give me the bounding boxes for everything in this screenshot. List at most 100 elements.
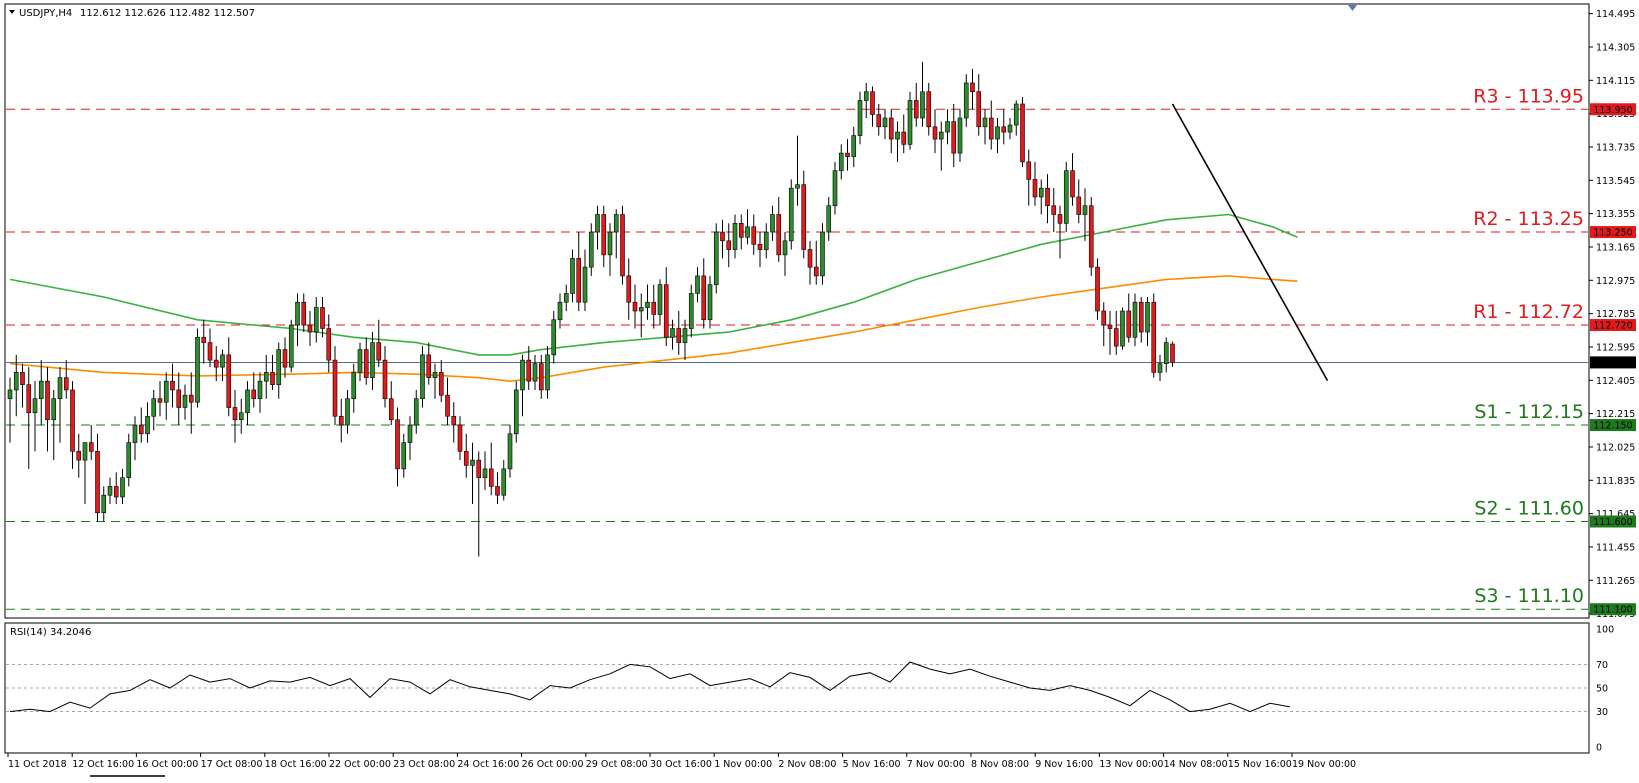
bear-candle	[226, 337, 232, 417]
bear-candle	[376, 319, 382, 368]
bull-candle	[832, 161, 838, 215]
time-tick-label: 5 Nov 16:00	[843, 759, 901, 770]
bull-candle	[957, 109, 963, 162]
candle-body	[482, 468, 488, 478]
candle-body	[538, 363, 544, 391]
candle-body	[757, 244, 763, 250]
bear-candle	[282, 337, 288, 378]
bear-candle	[632, 284, 638, 329]
collapse-arrow-icon[interactable]	[9, 10, 15, 14]
candle-body	[363, 349, 369, 378]
candle-body	[951, 121, 957, 154]
bear-candle	[45, 367, 50, 452]
candle-body	[1088, 205, 1094, 268]
candle-body	[563, 293, 569, 303]
candle-body	[513, 389, 519, 435]
bull-candle	[513, 381, 519, 443]
time-tick-label: 24 Oct 16:00	[457, 759, 519, 770]
bull-candle	[126, 433, 132, 487]
level-price-tag-label: 111.100	[1593, 605, 1632, 616]
time-tick-label: 8 Nov 08:00	[971, 759, 1029, 770]
level-price-tag-label: 113.950	[1593, 105, 1632, 116]
candle-body	[657, 284, 663, 315]
bull-candle	[151, 389, 157, 431]
rsi-tick-label: 70	[1596, 660, 1608, 671]
candle-body	[501, 468, 507, 496]
bull-candle	[907, 91, 913, 150]
candle-body	[76, 451, 82, 461]
candle-body	[576, 258, 582, 303]
ohlc-values: 112.612 112.626 112.482 112.507	[80, 8, 255, 19]
bull-candle	[1132, 293, 1138, 347]
bear-candle	[801, 170, 807, 259]
level-price-tag	[1590, 603, 1636, 616]
candle-body	[163, 380, 169, 403]
candle-body	[676, 328, 682, 343]
candle-body	[201, 337, 207, 343]
candle-body	[1076, 196, 1082, 215]
support-level-label: S2 - 111.60	[1474, 498, 1584, 520]
resistance-level-label: R1 - 112.72	[1473, 301, 1584, 323]
support-level-label: S3 - 111.10	[1474, 585, 1584, 607]
level-price-tag-label: 112.720	[1593, 321, 1632, 332]
price-tick-label: 113.735	[1596, 142, 1635, 153]
support-level-label: S1 - 112.15	[1474, 401, 1584, 423]
rsi-panel[interactable]	[4, 622, 1590, 754]
bull-candle	[963, 74, 969, 127]
candle-body	[376, 342, 382, 361]
price-panel[interactable]	[4, 3, 1590, 619]
bull-candle	[507, 425, 513, 478]
bull-candle	[345, 389, 350, 434]
candle-body	[1101, 310, 1107, 326]
bull-candle	[470, 442, 475, 504]
candle-body	[813, 266, 819, 277]
candle-body	[995, 126, 1000, 140]
time-tick-label: 22 Oct 00:00	[329, 759, 391, 770]
candle-body	[488, 468, 494, 487]
bull-candle	[595, 205, 600, 250]
price-tick-label: 112.595	[1596, 342, 1635, 353]
candle-body	[307, 324, 313, 333]
candle-body	[295, 301, 300, 326]
bear-candle	[88, 425, 94, 461]
bull-candle	[551, 311, 557, 364]
bull-candle	[420, 346, 425, 408]
moving-average-orange	[9, 275, 1298, 383]
bull-candle	[588, 223, 594, 276]
candle-body	[1020, 103, 1025, 163]
candle-body	[176, 389, 182, 408]
bear-candle	[676, 311, 682, 355]
candle-body	[782, 240, 788, 256]
bear-candle	[626, 258, 632, 320]
bull-candle	[163, 372, 169, 420]
bear-candle	[1101, 302, 1107, 347]
candle-body	[188, 394, 194, 403]
candle-body	[976, 91, 982, 128]
candle-body	[807, 249, 813, 268]
candle-body	[851, 135, 857, 157]
bull-candle	[132, 416, 138, 461]
bear-candle	[1126, 293, 1132, 343]
bull-candle	[57, 367, 63, 443]
bear-candle	[988, 100, 994, 150]
candle-body	[401, 442, 407, 470]
downtrend-line	[1171, 103, 1329, 382]
price-tick-label: 113.545	[1596, 176, 1635, 187]
bull-candle	[1145, 296, 1150, 347]
time-tick-label: 13 Nov 00:00	[1099, 759, 1163, 770]
bear-candle	[1020, 96, 1025, 168]
bear-candle	[438, 360, 444, 403]
candle-body	[713, 231, 719, 285]
bear-candle	[845, 139, 850, 171]
candle-body	[1113, 328, 1119, 347]
candle-body	[732, 222, 738, 250]
bear-candle	[207, 328, 213, 368]
bear-candle	[213, 346, 219, 382]
bull-candle	[795, 135, 800, 206]
rsi-layer	[6, 661, 1588, 713]
bear-candle	[751, 214, 757, 255]
bull-candle	[7, 377, 13, 443]
bull-candle	[357, 342, 363, 382]
